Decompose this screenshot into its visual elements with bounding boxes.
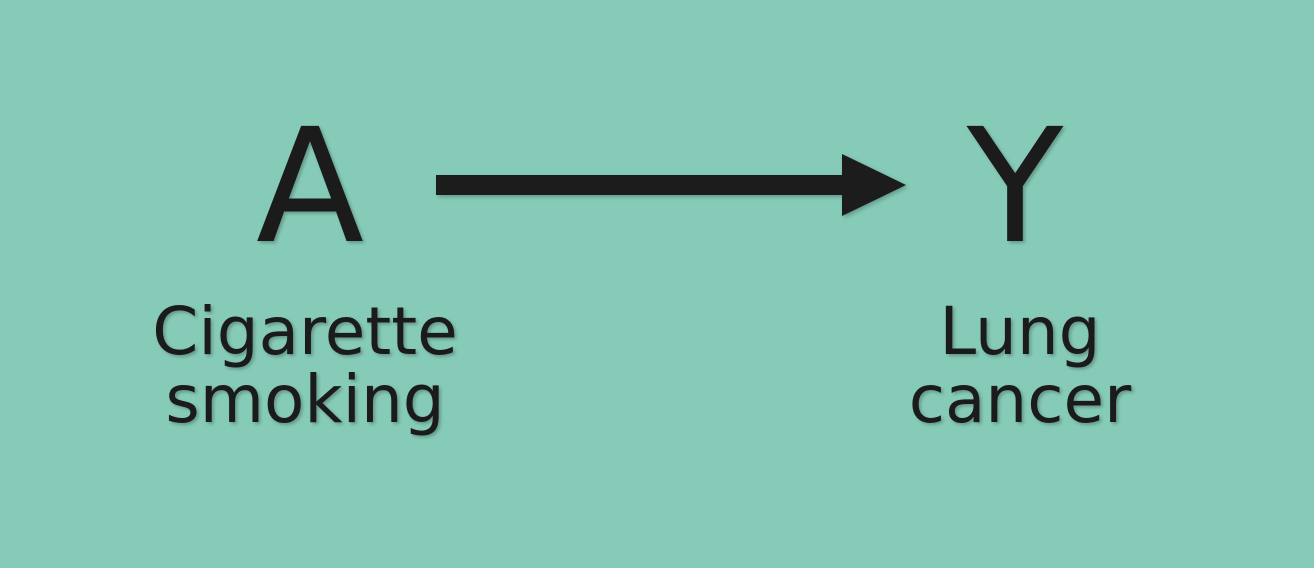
node-a-letter: A — [255, 95, 365, 279]
node-y-label-line-1: Lung — [939, 293, 1101, 370]
node-a-label: Cigarette smoking — [130, 298, 480, 434]
node-y-label: Lung cancer — [865, 298, 1175, 434]
node-a-label-line-2: smoking — [165, 361, 445, 438]
arrow-head — [842, 154, 906, 216]
arrow-shaft — [436, 175, 848, 195]
node-y-label-line-2: cancer — [908, 361, 1132, 438]
node-y-letter: Y — [966, 95, 1064, 279]
node-a-label-line-1: Cigarette — [152, 293, 458, 370]
